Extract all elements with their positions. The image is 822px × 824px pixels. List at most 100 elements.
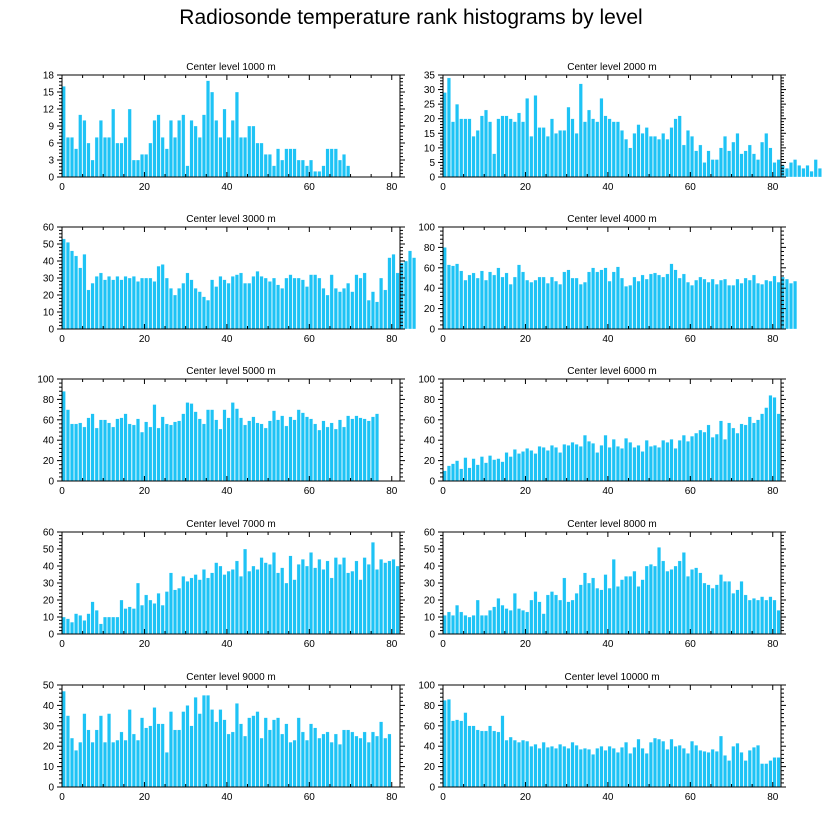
bar xyxy=(292,419,297,482)
bar xyxy=(661,740,666,788)
bar xyxy=(632,447,637,482)
bar xyxy=(578,749,583,788)
bar xyxy=(500,115,505,178)
bar xyxy=(698,572,703,635)
bar xyxy=(694,745,699,788)
y-tick-label: 9 xyxy=(48,122,54,133)
bar xyxy=(648,446,653,482)
bar xyxy=(395,565,400,635)
bar xyxy=(272,277,276,330)
bar xyxy=(793,159,798,178)
bar xyxy=(329,148,334,178)
bar xyxy=(768,395,773,482)
bar xyxy=(545,450,550,482)
bar xyxy=(375,735,379,788)
bar xyxy=(624,138,629,178)
bar xyxy=(144,594,149,635)
bar xyxy=(587,582,591,635)
bar xyxy=(206,409,210,482)
bar xyxy=(350,731,355,788)
bar xyxy=(459,118,464,178)
bar xyxy=(243,548,248,635)
bar xyxy=(595,452,600,482)
bar xyxy=(504,739,509,788)
bar xyxy=(65,618,70,635)
bar xyxy=(156,265,161,330)
bar xyxy=(111,616,116,635)
bar xyxy=(677,115,682,178)
bar xyxy=(648,273,653,330)
bar xyxy=(272,552,276,635)
bar xyxy=(309,274,313,330)
bar xyxy=(325,426,330,482)
bar xyxy=(624,286,629,330)
bar xyxy=(181,711,186,788)
y-tick-label: 40 xyxy=(424,284,436,295)
bar xyxy=(276,148,281,178)
x-tick-label: 40 xyxy=(602,182,614,193)
x-tick-label: 0 xyxy=(440,639,446,650)
bar xyxy=(673,746,678,788)
bar xyxy=(681,748,686,788)
bar xyxy=(776,610,781,635)
bar xyxy=(475,277,480,330)
bar xyxy=(760,763,765,788)
bar xyxy=(263,427,268,482)
bar xyxy=(578,83,583,178)
bar xyxy=(764,133,769,178)
bar xyxy=(611,121,616,178)
bar xyxy=(226,733,231,788)
bar xyxy=(595,587,600,635)
bar xyxy=(723,136,727,178)
bar xyxy=(595,121,600,178)
bar xyxy=(760,596,765,635)
bar xyxy=(136,281,140,330)
bar xyxy=(226,417,231,482)
y-tick-label: 30 xyxy=(43,274,55,285)
bar xyxy=(107,713,112,788)
bar xyxy=(317,737,322,788)
bar xyxy=(620,579,624,635)
bar xyxy=(140,154,144,178)
bar xyxy=(148,426,153,482)
bar xyxy=(467,467,472,482)
bar xyxy=(222,279,227,330)
bar xyxy=(661,133,666,178)
bar xyxy=(789,162,793,178)
bar xyxy=(193,411,198,482)
x-tick-label: 40 xyxy=(221,334,233,345)
bar xyxy=(752,274,756,330)
bar xyxy=(550,746,554,788)
bar xyxy=(603,434,608,482)
bar xyxy=(65,715,70,788)
bar xyxy=(226,570,231,635)
bar xyxy=(764,407,769,482)
bar xyxy=(504,115,509,178)
bar xyxy=(309,723,313,788)
bar xyxy=(570,277,575,330)
bar xyxy=(276,572,281,635)
bar xyxy=(259,142,264,178)
bar xyxy=(214,419,219,482)
bar xyxy=(789,282,793,330)
bar xyxy=(173,729,177,788)
bar xyxy=(562,271,567,330)
bar xyxy=(239,137,243,178)
bar xyxy=(554,447,558,482)
bar xyxy=(70,621,74,635)
bar xyxy=(570,741,575,788)
y-tick-label: 10 xyxy=(43,308,55,319)
y-tick-label: 60 xyxy=(424,721,436,732)
bar xyxy=(230,120,235,178)
y-tick-label: 12 xyxy=(43,105,55,116)
x-tick-label: 80 xyxy=(386,334,398,345)
bar xyxy=(107,422,112,482)
bar xyxy=(115,142,120,178)
y-tick-label: 40 xyxy=(43,562,55,573)
bar xyxy=(636,280,641,330)
bar xyxy=(185,165,190,178)
bar xyxy=(107,276,112,330)
bar xyxy=(566,445,571,482)
plot-frame xyxy=(61,378,401,482)
bar xyxy=(710,749,715,788)
